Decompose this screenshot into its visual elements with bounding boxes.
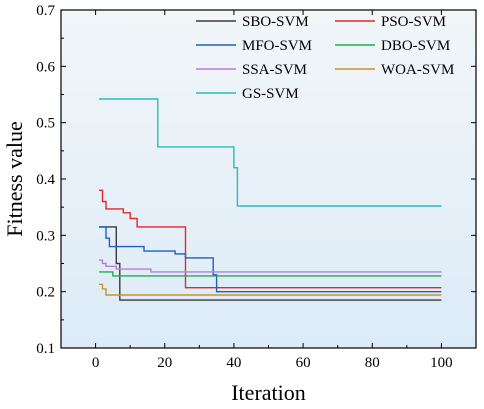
y-axis-title: Fitness value: [2, 121, 27, 237]
legend-item-mfo-svm: MFO-SVM: [196, 38, 312, 54]
legend-item-gs-svm: GS-SVM: [196, 86, 299, 102]
y-tick-label: 0.5: [36, 116, 55, 132]
legend-item-ssa-svm: SSA-SVM: [196, 62, 307, 78]
legend-label: DBO-SVM: [381, 38, 450, 54]
x-tick-label: 60: [296, 355, 311, 371]
series-line-sbo-svm: [99, 226, 442, 301]
x-tick-label: 100: [430, 355, 453, 371]
legend-item-pso-svm: PSO-SVM: [335, 14, 446, 30]
y-tick-label: 0.6: [36, 59, 55, 75]
series-line-pso-svm: [99, 189, 442, 289]
y-tick-label: 0.3: [36, 228, 55, 244]
legend-label: PSO-SVM: [381, 14, 446, 30]
legend-label: SBO-SVM: [242, 14, 309, 30]
legend-label: WOA-SVM: [381, 62, 454, 78]
x-tick-label: 80: [365, 355, 380, 371]
y-tick-label: 0.4: [36, 172, 55, 188]
plot-background: [61, 10, 476, 348]
y-tick-label: 0.7: [36, 3, 55, 19]
series-line-mfo-svm: [99, 226, 442, 293]
series-line-woa-svm: [99, 283, 442, 296]
legend-label: MFO-SVM: [242, 38, 312, 54]
legend-label: SSA-SVM: [242, 62, 307, 78]
y-tick-label: 0.2: [36, 285, 55, 301]
legend-label: GS-SVM: [242, 86, 299, 102]
legend-item-sbo-svm: SBO-SVM: [196, 14, 309, 30]
series-layer: [99, 98, 442, 301]
series-line-ssa-svm: [99, 259, 442, 273]
y-tick-label: 0.1: [36, 341, 55, 357]
legend-item-woa-svm: WOA-SVM: [335, 62, 454, 78]
x-tick-label: 20: [157, 355, 172, 371]
series-line-gs-svm: [99, 98, 442, 207]
axes-layer: 0 20 40 60 80 100 0.1 0.2 0.3 0.4 0.5 0.6 0.7: [36, 3, 477, 371]
legend-item-dbo-svm: DBO-SVM: [335, 38, 450, 54]
x-axis-title: Iteration: [231, 380, 306, 405]
x-tick-label: 40: [226, 355, 241, 371]
x-tick-label: 0: [92, 355, 100, 371]
series-line-dbo-svm: [99, 271, 442, 277]
legend: SBO-SVM PSO-SVM MFO-SVM DBO-SVM SSA-SVM WOA-S…: [196, 14, 454, 102]
